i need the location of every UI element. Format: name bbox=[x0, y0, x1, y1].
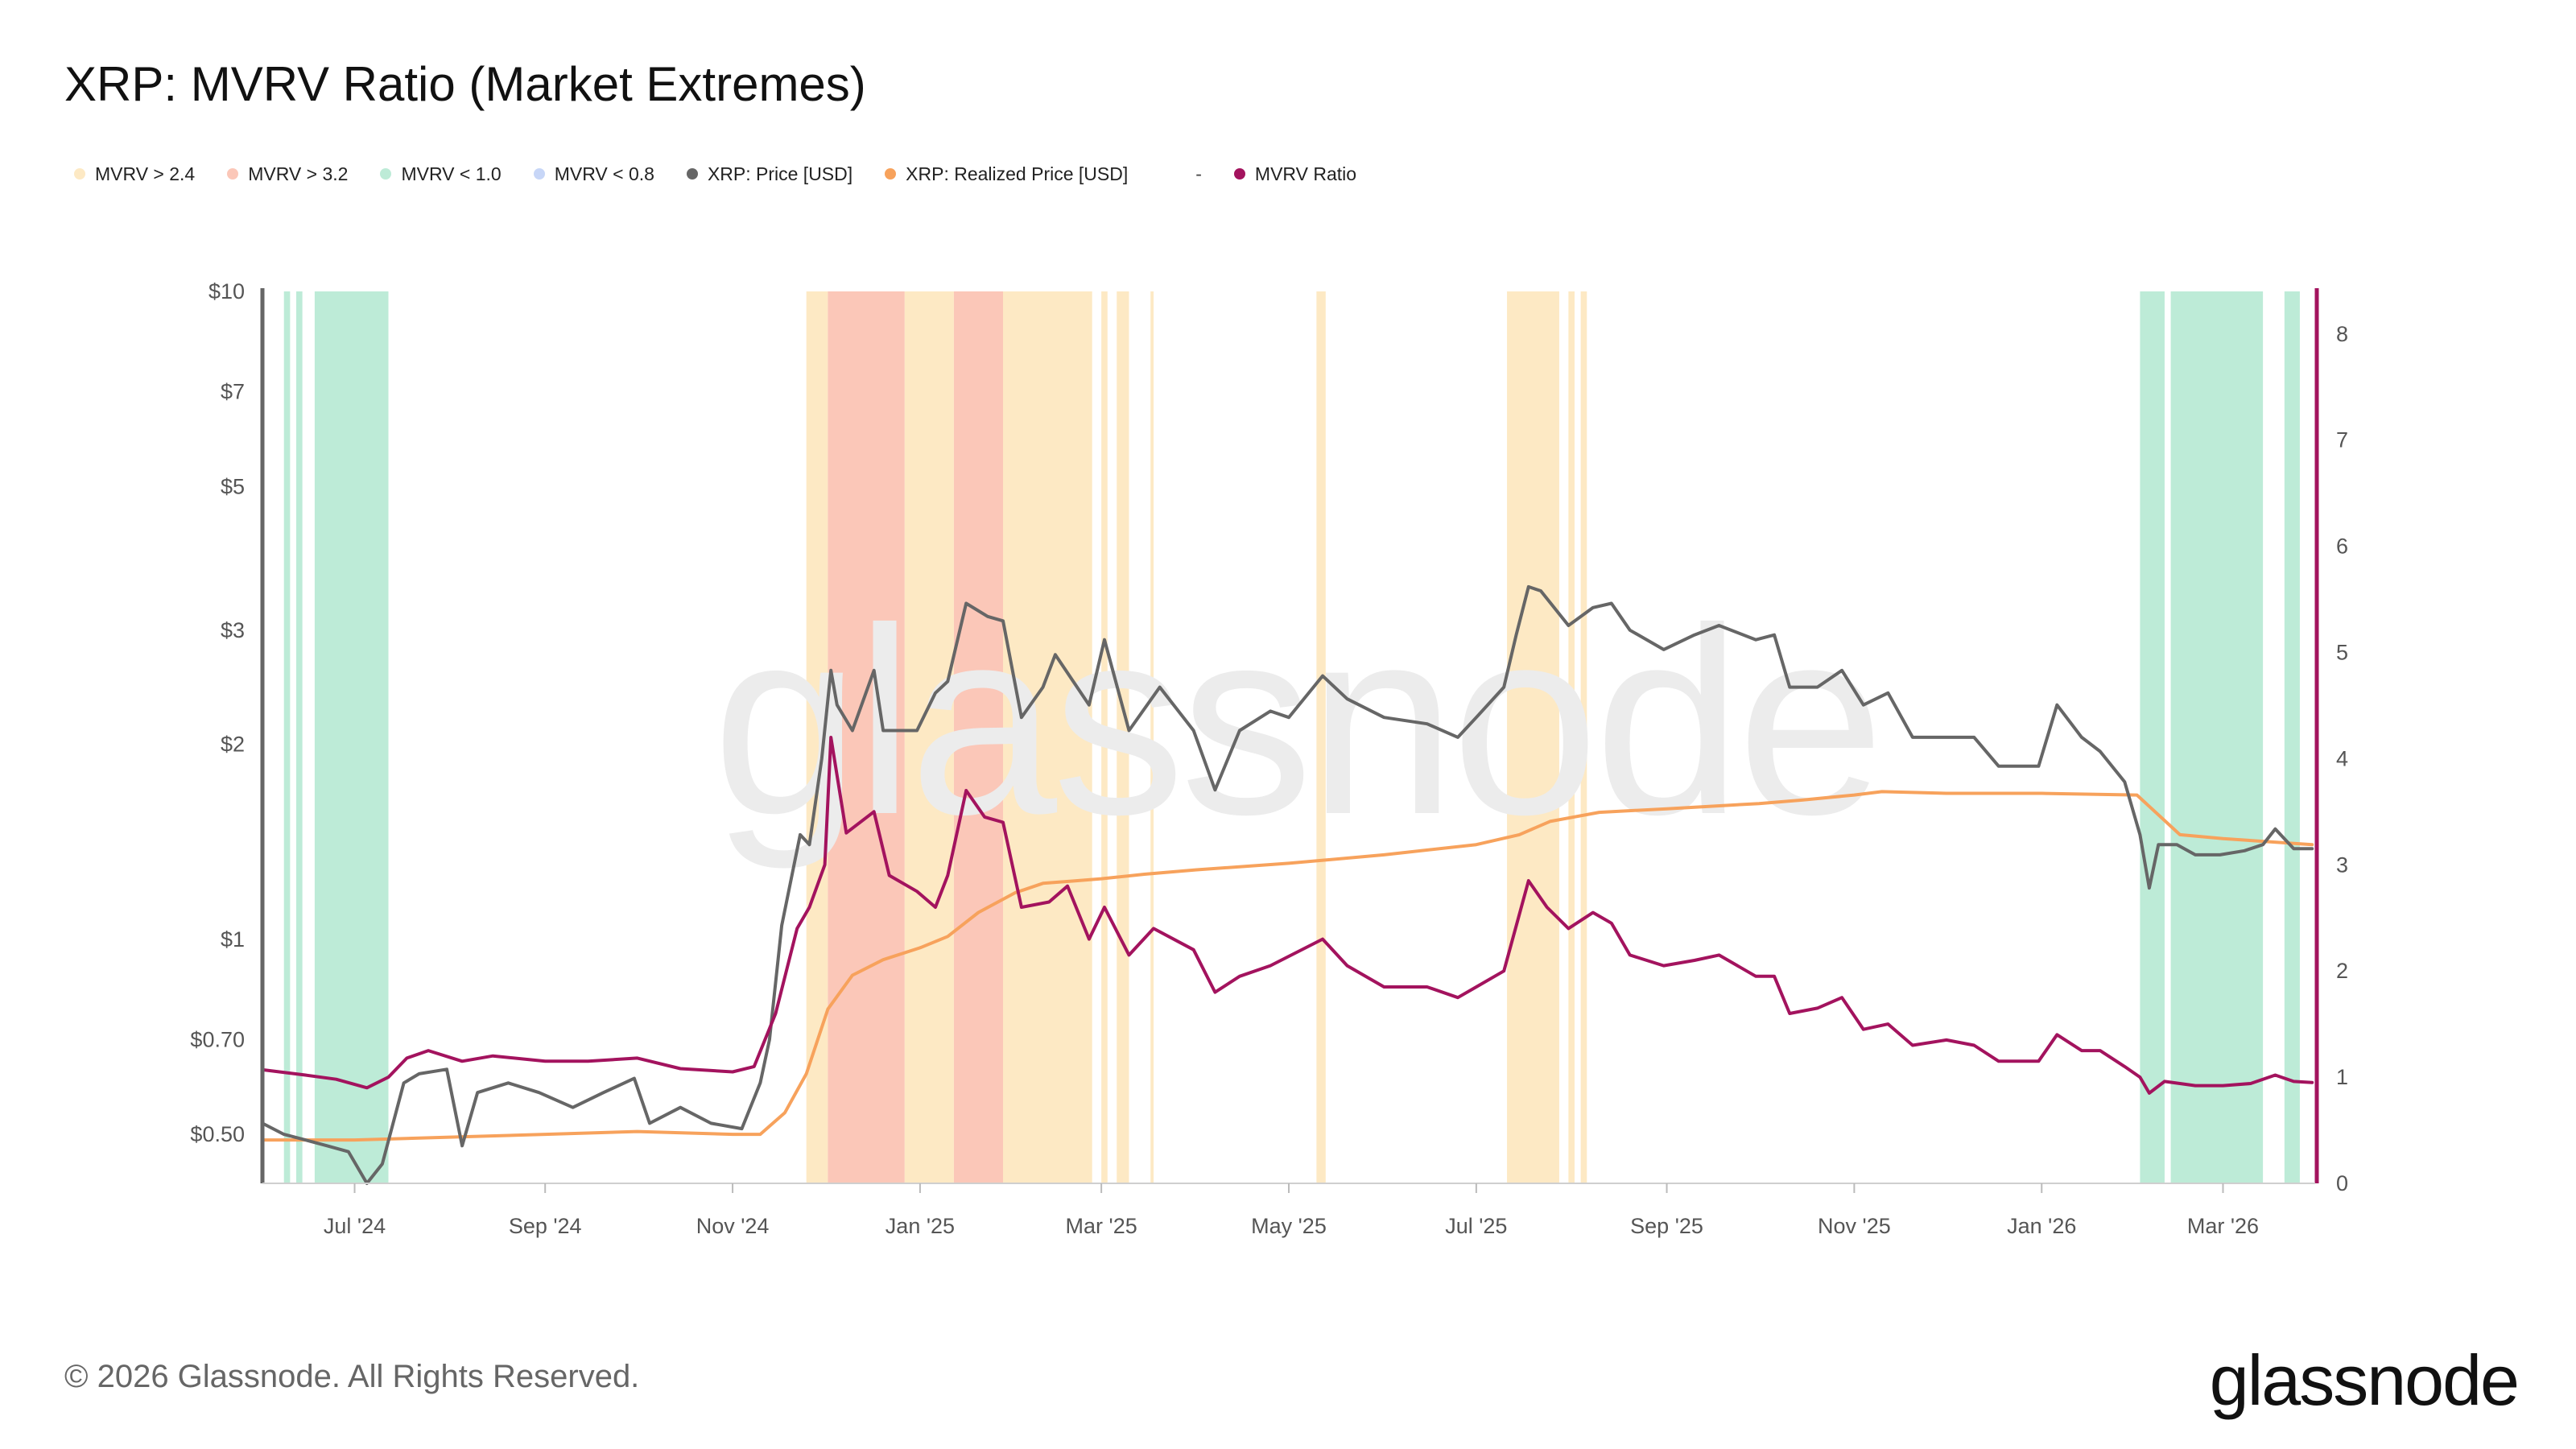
legend-item-mvrv-gt-3-2[interactable]: MVRV > 3.2 bbox=[227, 163, 348, 185]
y-left-tick-label: $7 bbox=[221, 380, 245, 404]
legend-dot-mvrv-gt-2-4 bbox=[74, 168, 85, 180]
band-17 bbox=[2284, 291, 2300, 1183]
legend-label: XRP: Price [USD] bbox=[707, 163, 853, 184]
legend-dot-mvrv-lt-1-0 bbox=[380, 168, 392, 180]
x-tick-label: Sep '25 bbox=[1630, 1214, 1703, 1238]
series-layer bbox=[261, 584, 2314, 1185]
band-0 bbox=[283, 291, 291, 1183]
series-line-xrp-price-usd[interactable] bbox=[261, 584, 2314, 1185]
x-tick-label: Nov '25 bbox=[1818, 1214, 1891, 1238]
x-tick-label: Sep '24 bbox=[509, 1214, 582, 1238]
y-left-tick-label: $0.70 bbox=[190, 1027, 245, 1051]
band-9 bbox=[1117, 291, 1129, 1183]
y-left-tick-label: $2 bbox=[221, 733, 245, 757]
y-right-tick-label: 1 bbox=[2336, 1065, 2348, 1089]
x-tick-label: May '25 bbox=[1251, 1214, 1327, 1238]
band-13 bbox=[1568, 291, 1575, 1183]
legend-separator-dash: - bbox=[1195, 163, 1202, 184]
band-16 bbox=[2170, 291, 2264, 1183]
y-left-tick-label: $5 bbox=[221, 474, 245, 498]
legend-dot-mvrv-ratio bbox=[1233, 168, 1245, 180]
legend-item-mvrv-ratio[interactable]: MVRV Ratio bbox=[1233, 163, 1357, 185]
band-2 bbox=[314, 291, 389, 1183]
x-tick-label: Nov '24 bbox=[696, 1214, 770, 1238]
y-right-tick-label: 0 bbox=[2336, 1171, 2348, 1195]
band-12 bbox=[1507, 291, 1559, 1183]
legend-dot-mvrv-lt-0-8 bbox=[533, 168, 545, 180]
legend-label: MVRV > 2.4 bbox=[95, 163, 196, 184]
band-4 bbox=[828, 291, 905, 1183]
band-15 bbox=[2140, 291, 2165, 1183]
legend-item-mvrv-gt-2-4[interactable]: MVRV > 2.4 bbox=[74, 163, 195, 185]
y-right-tick-label: 3 bbox=[2336, 852, 2348, 877]
band-11 bbox=[1316, 291, 1326, 1183]
band-7 bbox=[1002, 291, 1092, 1183]
y-right-tick-label: 6 bbox=[2336, 535, 2348, 559]
x-tick-label: Jul '25 bbox=[1445, 1214, 1507, 1238]
watermark-text: glassnode bbox=[712, 572, 1880, 871]
band-1 bbox=[295, 291, 303, 1183]
legend-label: XRP: Realized Price [USD] bbox=[906, 163, 1129, 184]
band-5 bbox=[904, 291, 954, 1183]
legend-label: MVRV < 1.0 bbox=[401, 163, 502, 184]
legend-label: MVRV < 0.8 bbox=[554, 163, 654, 184]
band-8 bbox=[1101, 291, 1108, 1183]
y-left-tick-label: $1 bbox=[221, 927, 245, 952]
y-left-tick-label: $0.50 bbox=[190, 1122, 245, 1146]
legend-dot-realized-price bbox=[885, 168, 897, 180]
x-tick-label: Mar '25 bbox=[1066, 1214, 1137, 1238]
chart-title: XRP: MVRV Ratio (Market Extremes) bbox=[64, 57, 866, 111]
x-tick-label: Mar '26 bbox=[2187, 1214, 2259, 1238]
band-layer bbox=[283, 291, 2300, 1183]
copyright-footer: © 2026 Glassnode. All Rights Reserved. bbox=[64, 1359, 640, 1394]
series-line-mvrv-ratio[interactable] bbox=[261, 736, 2314, 1095]
y-left-tick-label: $10 bbox=[208, 279, 245, 303]
y-right-tick-label: 4 bbox=[2336, 746, 2348, 770]
legend-label: MVRV Ratio bbox=[1254, 163, 1357, 184]
band-14 bbox=[1580, 291, 1587, 1183]
legend-dot-xrp-price bbox=[686, 168, 698, 180]
x-tick-label: Jan '26 bbox=[2007, 1214, 2076, 1238]
y-right-tick-label: 8 bbox=[2336, 322, 2348, 346]
legend-label: MVRV > 3.2 bbox=[248, 163, 349, 184]
band-10 bbox=[1150, 291, 1154, 1183]
band-6 bbox=[953, 291, 1003, 1183]
axes-layer: $10 $7 $5 $3 $2 $1 $0.70 $0.50 0 1 2 3 4 5 6 7 8 Jul '24 S… bbox=[190, 279, 2348, 1238]
legend: MVRV > 2.4 MVRV > 3.2 MVRV < 1.0 MVRV < … bbox=[74, 158, 1389, 190]
brand-logo[interactable]: glassnode bbox=[2209, 1340, 2520, 1420]
y-right-tick-label: 7 bbox=[2336, 428, 2348, 452]
y-right-tick-label: 5 bbox=[2336, 640, 2348, 664]
legend-item-mvrv-lt-1-0[interactable]: MVRV < 1.0 bbox=[380, 163, 502, 185]
legend-item-realized-price[interactable]: XRP: Realized Price [USD] bbox=[885, 163, 1128, 185]
x-tick-label: Jan '25 bbox=[886, 1214, 955, 1238]
series-line-xrp-realized-price-usd[interactable] bbox=[261, 790, 2314, 1142]
legend-item-xrp-price[interactable]: XRP: Price [USD] bbox=[686, 163, 853, 185]
x-tick-label: Jul '24 bbox=[324, 1214, 386, 1238]
y-left-tick-label: $3 bbox=[221, 618, 245, 642]
legend-item-mvrv-lt-0-8[interactable]: MVRV < 0.8 bbox=[533, 163, 654, 185]
legend-dot-mvrv-gt-3-2 bbox=[227, 168, 239, 180]
y-right-tick-label: 2 bbox=[2336, 959, 2348, 983]
